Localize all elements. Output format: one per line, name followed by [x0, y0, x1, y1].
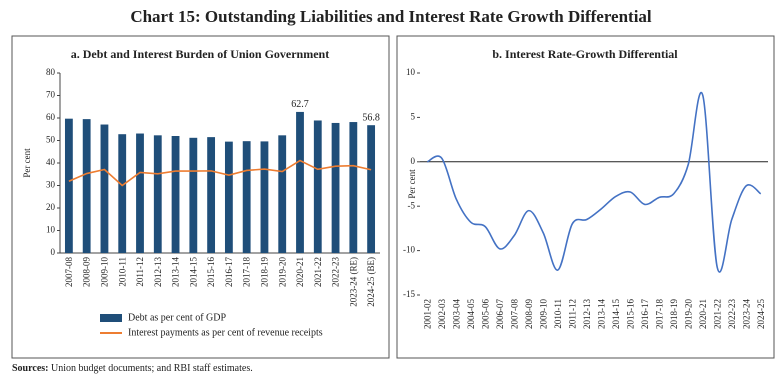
y-tick-label: 60 [46, 112, 56, 122]
x-tick-label: 2003-04 [451, 299, 461, 329]
bar [260, 141, 269, 253]
x-tick-label: 2014-15 [611, 299, 621, 329]
x-tick-label: 2009-10 [100, 257, 110, 287]
x-tick-label: 2020-21 [295, 257, 305, 287]
x-tick-label: 2019-20 [683, 299, 693, 329]
x-tick-label: 2021-22 [313, 257, 323, 287]
legend-label: Debt as per cent of GDP [128, 312, 226, 323]
y-tick-label: 10 [406, 67, 416, 77]
panel-title: a. Debt and Interest Burden of Union Gov… [71, 47, 329, 61]
figure-title: Chart 15: Outstanding Liabilities and In… [130, 7, 652, 26]
y-tick-label: 0 [411, 156, 416, 166]
bar [207, 137, 216, 253]
legend-swatch [100, 314, 122, 322]
y-tick-label: -10 [403, 245, 415, 255]
x-tick-label: 2014-15 [188, 257, 198, 287]
bar [331, 122, 340, 253]
source-text: Union budget documents; and RBI staff es… [51, 363, 253, 374]
y-tick-label: 70 [46, 90, 56, 100]
bar [278, 135, 287, 253]
y-tick-label: 50 [46, 135, 56, 145]
x-tick-label: 2012-13 [582, 299, 592, 329]
bar [136, 133, 144, 253]
x-tick-label: 2022-23 [727, 299, 737, 329]
bar [118, 134, 127, 253]
bar [153, 135, 162, 253]
x-tick-label: 2024-25 [756, 299, 766, 329]
x-tick-label: 2007-08 [509, 299, 519, 329]
source: Sources: Union budget documents; and RBI… [12, 363, 253, 374]
bar [64, 118, 73, 253]
panel-frame [11, 35, 390, 359]
x-tick-label: 2018-19 [669, 299, 679, 329]
x-tick-label: 2012-13 [153, 257, 163, 287]
x-tick-label: 2022-23 [331, 257, 341, 287]
x-tick-label: 2023-24 (RE) [348, 257, 358, 307]
x-tick-label: 2004-05 [466, 299, 476, 329]
x-tick-label: 2015-16 [625, 299, 635, 329]
bar [189, 137, 198, 253]
bar [296, 111, 304, 253]
y-tick-label: 80 [46, 67, 56, 77]
bar [100, 124, 109, 254]
y-tick-label: -15 [403, 289, 415, 299]
y-tick-label: 10 [46, 225, 56, 235]
x-tick-label: 2008-09 [524, 299, 534, 329]
line [68, 159, 372, 187]
x-tick-label: 2018-19 [260, 257, 270, 287]
x-tick-label: 2017-18 [242, 257, 252, 287]
x-tick-label: 2008-09 [82, 257, 92, 287]
y-tick-label: 30 [46, 180, 56, 190]
y-tick-label: 0 [51, 247, 56, 257]
data-label: 56.8 [362, 112, 380, 123]
x-tick-label: 2024-25 (BE) [366, 257, 376, 307]
x-tick-label: 2017-18 [654, 299, 664, 329]
x-tick-label: 2016-17 [640, 299, 650, 329]
y-tick-label: 5 [411, 111, 416, 121]
bar [82, 119, 91, 253]
x-tick-label: 2020-21 [698, 299, 708, 329]
source-label: Sources: [12, 363, 48, 374]
x-tick-label: 2013-14 [171, 257, 181, 287]
y-tick-label: 40 [46, 157, 56, 167]
x-tick-label: 2005-06 [480, 299, 490, 329]
x-tick-label: 2011-12 [135, 257, 145, 287]
x-tick-label: 2021-22 [712, 299, 722, 329]
line [426, 91, 762, 273]
x-tick-label: 2019-20 [277, 257, 287, 287]
y-axis-label: Per cent [22, 148, 32, 178]
bar [313, 120, 322, 253]
bar [224, 141, 233, 253]
bar [367, 125, 376, 253]
x-tick-label: 2009-10 [538, 299, 548, 329]
x-tick-label: 2013-14 [596, 299, 606, 329]
x-tick-label: 2002-03 [437, 299, 447, 329]
x-tick-label: 2001-02 [422, 299, 432, 329]
y-tick-label: -5 [408, 200, 416, 210]
x-tick-label: 2010-11 [553, 299, 563, 329]
bar [349, 122, 358, 253]
panel-frame [396, 35, 775, 359]
x-tick-label: 2023-24 [741, 299, 751, 329]
y-axis-label: Per cent [407, 169, 417, 199]
x-tick-label: 2010-11 [117, 257, 127, 287]
x-tick-label: 2007-08 [64, 257, 74, 287]
x-tick-label: 2016-17 [224, 257, 234, 287]
data-label: 62.7 [291, 99, 309, 110]
bar [171, 136, 180, 253]
panel-title: b. Interest Rate-Growth Differential [492, 47, 678, 61]
x-tick-label: 2006-07 [495, 299, 505, 329]
legend-label: Interest payments as per cent of revenue… [128, 327, 323, 338]
y-tick-label: 20 [46, 202, 56, 212]
bar [242, 141, 251, 253]
x-tick-label: 2011-12 [567, 299, 577, 329]
x-tick-label: 2015-16 [206, 257, 216, 287]
